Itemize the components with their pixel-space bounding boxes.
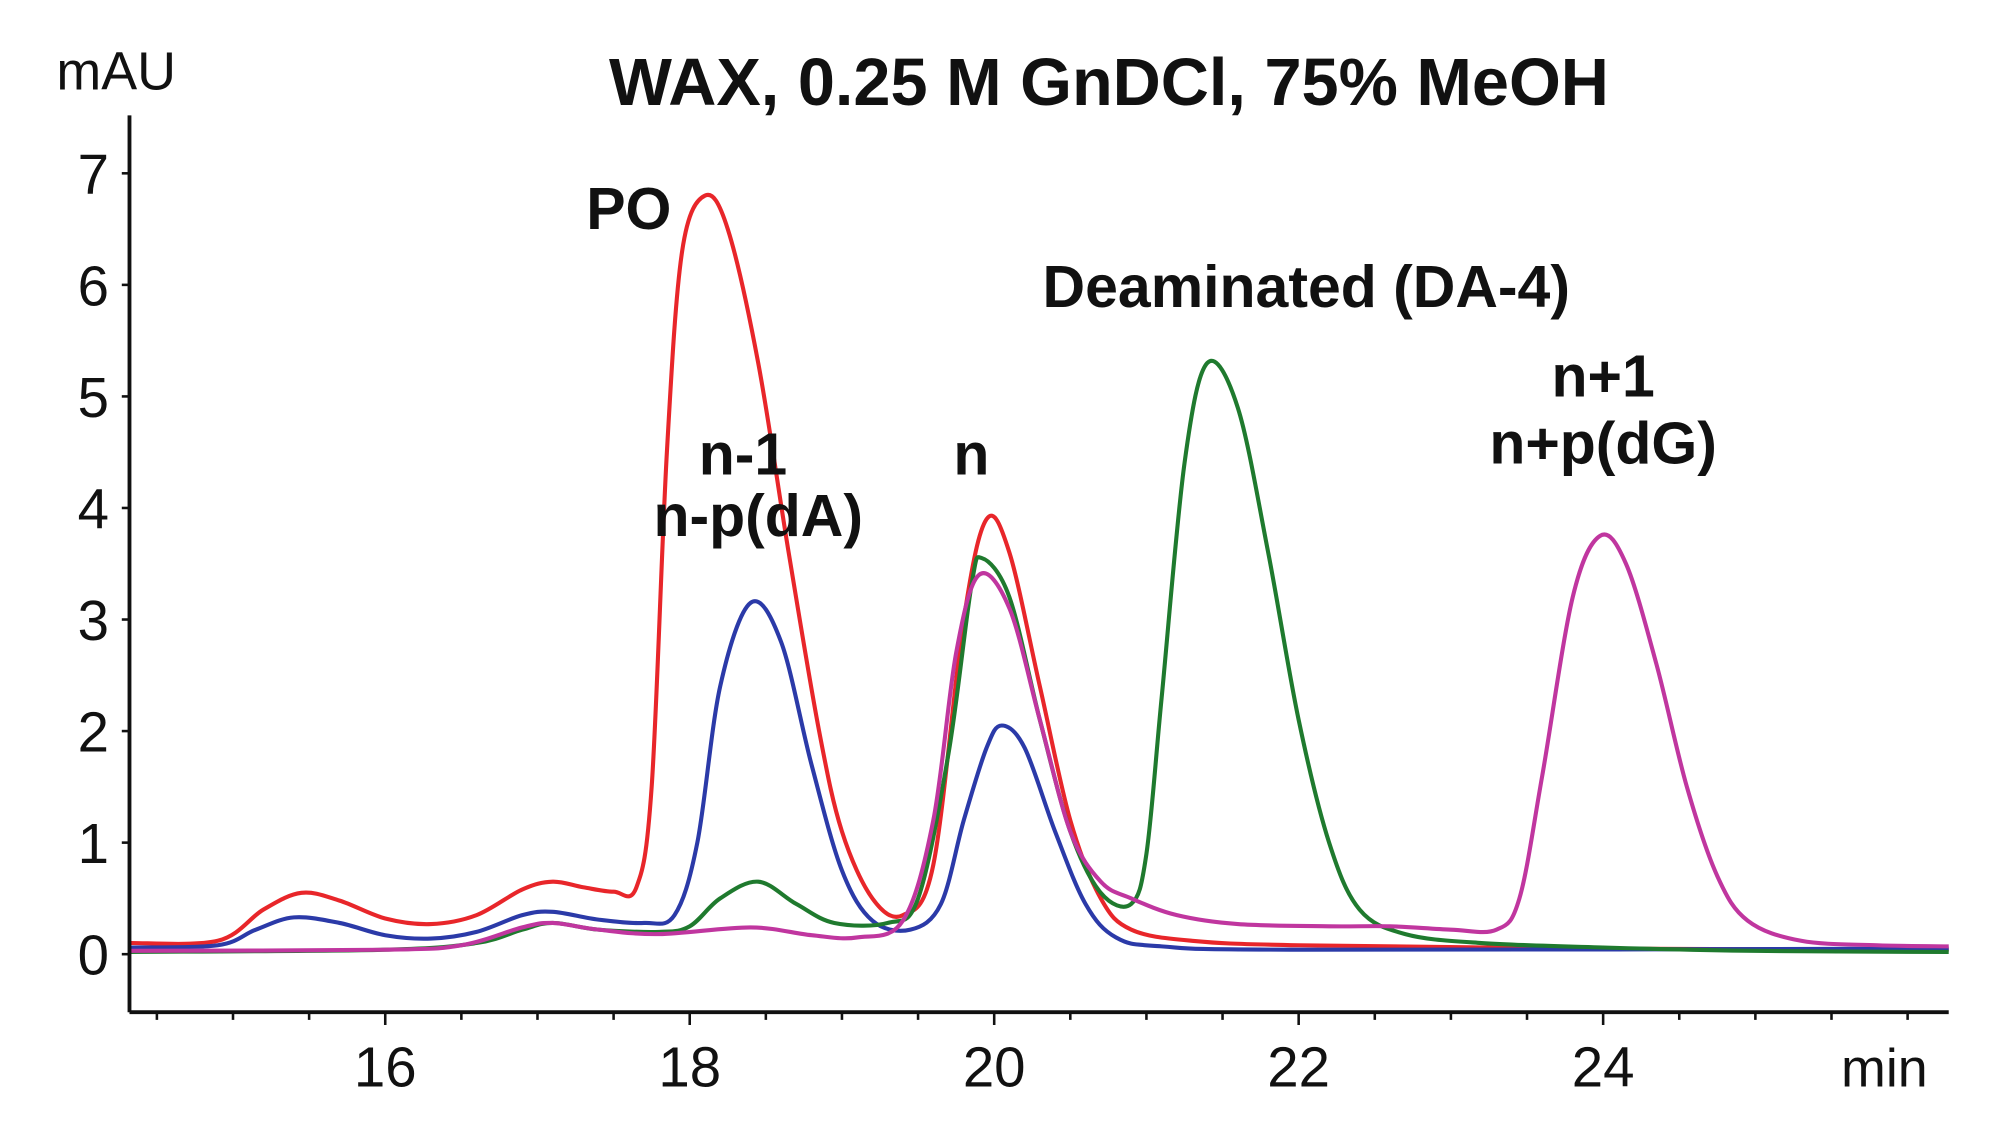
chart-title: WAX, 0.25 M GnDCl, 75% MeOH (609, 46, 1609, 120)
peak-annotation: n-1 (699, 423, 787, 488)
x-axis-unit-label: min (1841, 1039, 1928, 1099)
y-tick-label: 6 (78, 254, 109, 317)
x-tick-label: 20 (963, 1036, 1026, 1099)
peak-annotation: PO (586, 177, 671, 242)
series-layer (129, 192, 1949, 954)
x-tick-label: 24 (1572, 1036, 1635, 1099)
y-tick-label: 7 (78, 143, 109, 206)
y-tick-label: 2 (78, 701, 109, 764)
y-tick-label: 3 (78, 589, 109, 652)
peak-annotation: n (953, 423, 989, 488)
series-line-2 (129, 599, 1949, 952)
y-axis-unit-label: mAU (56, 42, 176, 102)
x-tick-label: 16 (354, 1036, 417, 1099)
series-line-4 (129, 532, 1949, 953)
annotation-layer: PO n-1n-p(dA) n Deaminated (DA-4) n+1n+p(dG) (586, 177, 1717, 549)
axes-layer: 0 1 2 3 4 5 6 7 16 18 20 22 24 (78, 115, 1949, 1098)
y-tick-label: 1 (78, 812, 109, 875)
peak-annotation: n+p(dG) (1489, 411, 1717, 476)
peak-annotation: Deaminated (DA-4) (1043, 255, 1570, 320)
peak-annotation: n-p(dA) (653, 484, 863, 549)
y-tick-label: 0 (78, 924, 109, 987)
y-tick-label: 4 (78, 477, 109, 540)
x-tick-label: 22 (1267, 1036, 1330, 1099)
x-tick-label: 18 (658, 1036, 721, 1099)
y-tick-label: 5 (78, 366, 109, 429)
peak-annotation: n+1 (1552, 344, 1655, 409)
series-line-1 (129, 192, 1949, 952)
